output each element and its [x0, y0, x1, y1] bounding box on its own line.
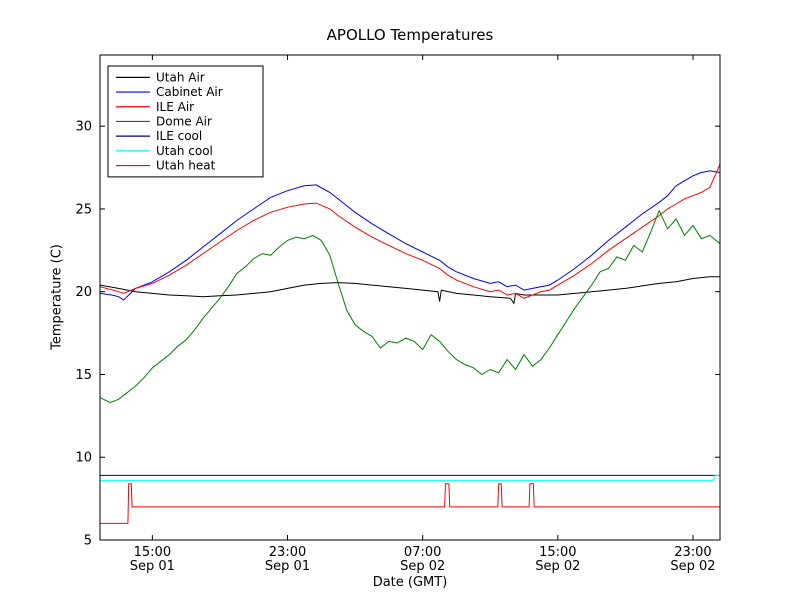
x-tick-date-label: Sep 01 — [265, 559, 310, 574]
series-line-utah-heat — [100, 483, 720, 524]
series-line-utah-cool — [100, 474, 720, 481]
x-tick-date-label: Sep 02 — [670, 559, 715, 574]
y-tick-label: 10 — [75, 451, 92, 466]
y-tick-label: 5 — [84, 534, 92, 549]
x-tick-date-label: Sep 01 — [130, 559, 175, 574]
y-tick-label: 15 — [75, 368, 92, 383]
x-tick-time-label: 23:00 — [269, 545, 306, 560]
legend-label: ILE cool — [156, 129, 202, 143]
x-tick-date-label: Sep 02 — [400, 559, 445, 574]
x-tick-date-label: Sep 02 — [535, 559, 580, 574]
legend-label: Cabinet Air — [156, 85, 223, 99]
x-tick-time-label: 15:00 — [134, 545, 171, 560]
series-line-utah-air — [100, 276, 720, 305]
series-line-ile-air — [100, 164, 720, 299]
y-axis-label: Temperature (C) — [49, 244, 65, 350]
axes-frame — [99, 54, 721, 541]
series-line-cabinet-air — [100, 170, 720, 301]
legend-label: Utah cool — [156, 144, 213, 158]
x-tick-time-label: 23:00 — [674, 545, 711, 560]
x-tick-time-label: 07:00 — [404, 545, 441, 560]
legend-label: Utah heat — [156, 159, 216, 173]
legend-label: Dome Air — [156, 114, 212, 128]
y-tick-label: 20 — [75, 285, 92, 300]
y-tick-label: 30 — [75, 120, 92, 135]
x-tick-time-label: 15:00 — [539, 545, 576, 560]
chart-title: APOLLO Temperatures — [326, 26, 494, 44]
legend-label: ILE Air — [156, 100, 194, 114]
legend-label: Utah Air — [156, 70, 205, 84]
series-line-dome-air — [100, 209, 720, 404]
y-tick-label: 25 — [75, 202, 92, 217]
x-axis-label: Date (GMT) — [372, 575, 448, 590]
